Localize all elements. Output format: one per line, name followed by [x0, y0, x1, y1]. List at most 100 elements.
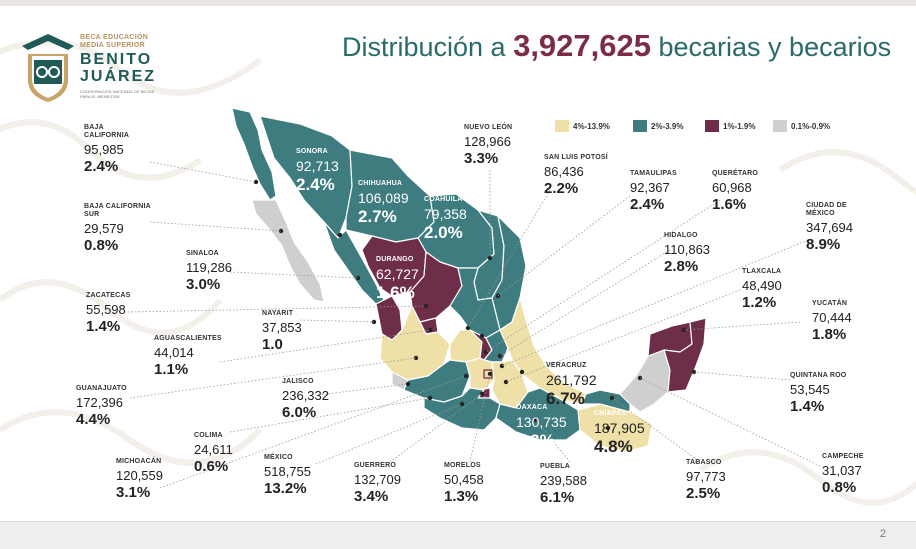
state-value: 95,985 [84, 142, 124, 157]
legend-label: 1%-1.9% [723, 121, 756, 131]
state-value: 60,968 [712, 180, 752, 195]
state-name: TABASCO [686, 459, 722, 466]
label-jalisco: JALISCO 236,332 6.0% [282, 378, 329, 420]
state-pct: 3.0% [186, 276, 221, 293]
mexico-map [127, 107, 821, 489]
legend-label: 0.1%-0.9% [791, 121, 831, 131]
state-name: MÉXICO [264, 454, 293, 461]
state-value: 44,014 [154, 345, 194, 360]
legend: 4%-13.9% 2%-3.9% 1%-1.9% 0.1%-0.9% [555, 120, 845, 136]
label-quintana-roo: QUINTANA ROO 53,545 1.4% [790, 372, 846, 414]
logo-line-5: COORDINACIÓN NACIONAL DE BECAS PARA EL B… [80, 89, 155, 99]
label-baja-california: BAJA CALIFORNIA 95,985 2.4% [84, 124, 144, 174]
title-total: 3,927,625 [513, 28, 651, 63]
logo-line-4: JUÁREZ [80, 68, 157, 85]
state-name: HIDALGO [664, 232, 698, 239]
state-value: 261,792 [546, 372, 597, 388]
state-pct: 2.4% [630, 196, 665, 213]
state-pct: 1.2% [742, 294, 777, 311]
legend-item-low: 1%-1.9% [705, 120, 755, 132]
state-pct: 1.4% [86, 318, 121, 335]
state-name: CHIAPAS [594, 410, 627, 417]
bottom-bar: 2 [0, 521, 916, 549]
state-pct: 1.1% [154, 361, 189, 378]
label-guerrero: GUERRERO 132,709 3.4% [354, 462, 401, 504]
state-name: OAXACA [516, 404, 548, 411]
state-pct: 4.8% [594, 437, 633, 456]
state-pct: 1.6% [712, 196, 747, 213]
state-value: 48,490 [742, 278, 782, 293]
state-pct: 2.0% [424, 223, 463, 242]
state-name: SAN LUIS POTOSÍ [544, 154, 608, 161]
state-value: 119,286 [186, 260, 233, 275]
label-tabasco: TABASCO 97,773 2.5% [686, 459, 726, 501]
logo-line-3: BENITO [80, 51, 153, 68]
title-suffix: becarias y becarios [651, 32, 892, 62]
state-pct: 4.4% [76, 411, 111, 428]
legend-swatch [555, 120, 569, 132]
state-value: 62,727 [376, 266, 419, 282]
state-pct: 0.8% [84, 237, 119, 254]
label-yucatan: YUCATÁN 70,444 1.8% [812, 300, 852, 342]
state-pct: 0.8% [822, 479, 857, 496]
logo-text: BECA EDUCACIÓN MEDIA SUPERIOR BENITO JUÁ… [80, 34, 160, 99]
state-name: YUCATÁN [812, 300, 848, 307]
state-name: PUEBLA [540, 463, 570, 470]
label-baja-california-sur: BAJA CALIFORNIA SUR 29,579 0.8% [84, 203, 154, 253]
state-name: CAMPECHE [822, 453, 864, 460]
state-value: 130,735 [516, 414, 567, 430]
label-zacatecas: ZACATECAS 55,598 1.4% [86, 292, 130, 334]
beca-logo-emblem [22, 34, 74, 102]
label-morelos: MORELOS 50,458 1.3% [444, 462, 484, 504]
state-value: 86,436 [544, 164, 584, 179]
state-value: 120,559 [116, 468, 163, 483]
state-value: 79,358 [424, 206, 467, 222]
label-tamaulipas: TAMAULIPAS 92,367 2.4% [630, 170, 677, 212]
state-value: 106,089 [358, 190, 409, 206]
state-name: AGUASCALIENTES [154, 335, 222, 342]
state-name: TLAXCALA [742, 268, 782, 275]
state-pct: 1.8% [812, 326, 847, 343]
state-name: BAJA CALIFORNIA SUR [84, 203, 151, 218]
state-pct: 2.5% [686, 485, 721, 502]
legend-item-lowest: 0.1%-0.9% [773, 120, 830, 132]
legend-swatch [705, 120, 719, 132]
label-san-luis-potosi: SAN LUIS POTOSÍ 86,436 2.2% [544, 154, 608, 196]
state-pct: 6.7% [546, 389, 585, 408]
label-hidalgo: HIDALGO 110,863 2.8% [664, 232, 710, 274]
label-sinaloa: SINALOA 119,286 3.0% [186, 250, 232, 292]
label-sonora: SONORA 92,713 2.4% [296, 148, 339, 193]
state-pct: 2.4% [296, 175, 335, 194]
state-pct: 1.4% [790, 398, 825, 415]
state-value: 132,709 [354, 472, 401, 487]
state-value: 55,598 [86, 302, 126, 317]
state-pct: 2.7% [358, 207, 397, 226]
state-name: TAMAULIPAS [630, 170, 677, 177]
state-name: QUINTANA ROO [790, 372, 847, 379]
logo-line-1: BECA EDUCACIÓN [80, 34, 149, 41]
label-nuevo-leon: NUEVO LEÓN 128,966 3.3% [464, 124, 512, 166]
state-value: 347,694 [806, 220, 853, 235]
label-campeche: CAMPECHE 31,037 0.8% [822, 453, 864, 495]
state-value: 92,713 [296, 158, 339, 174]
top-border [0, 0, 916, 6]
label-puebla: PUEBLA 239,588 6.1% [540, 463, 587, 505]
state-pct: 3.3% [516, 431, 555, 450]
logo-line-2: MEDIA SUPERIOR [80, 42, 146, 49]
state-name: QUERÉTARO [712, 170, 759, 177]
label-guanajuato: GUANAJUATO 172,396 4.4% [76, 385, 127, 427]
state-pct: 3.3% [464, 150, 499, 167]
state-value: 37,853 [262, 320, 302, 335]
map-guerrero [423, 387, 501, 431]
state-value: 53,545 [790, 382, 830, 397]
state-value: 239,588 [540, 473, 587, 488]
label-ciudad-de-mexico: CIUDAD DE MÉXICO 347,694 8.9% [806, 202, 856, 252]
state-name: MORELOS [444, 462, 481, 469]
state-pct: 6.0% [282, 404, 317, 421]
state-name: VERACRUZ [546, 362, 587, 369]
state-value: 92,367 [630, 180, 670, 195]
state-pct: 8.9% [806, 236, 841, 253]
state-value: 172,396 [76, 395, 123, 410]
state-pct: 6.1% [540, 489, 575, 506]
label-durango: DURANGO 62,727 1.6% [376, 256, 419, 301]
